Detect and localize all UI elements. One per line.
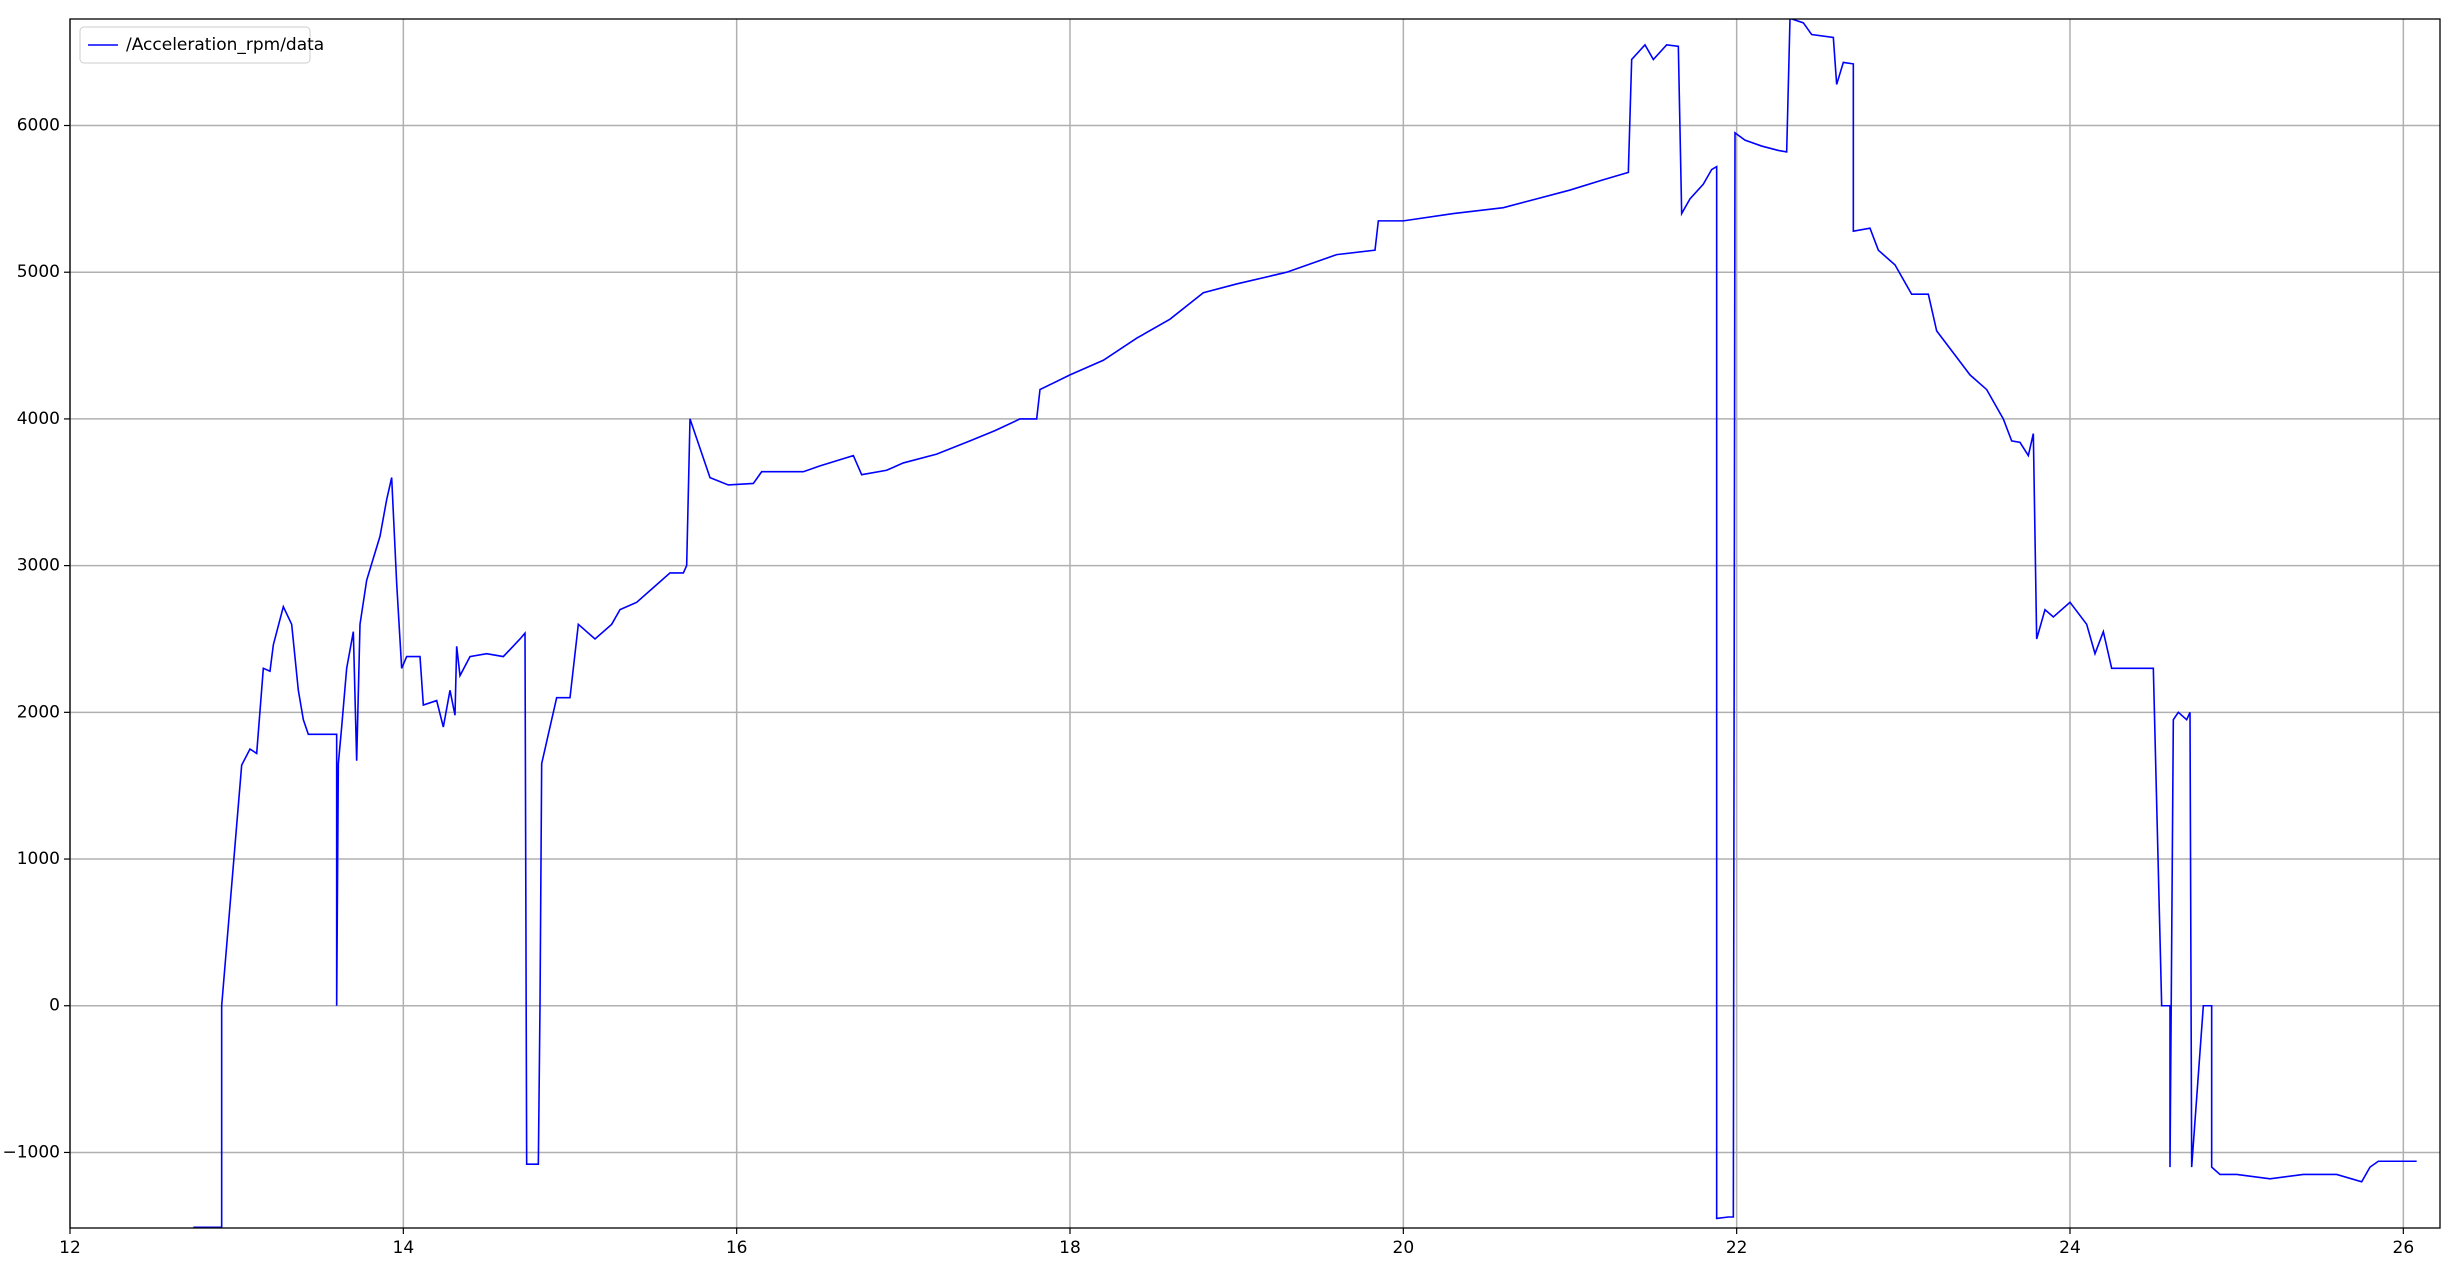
- y-tick-label: −1000: [2, 1142, 60, 1162]
- legend-label: /Acceleration_rpm/data: [126, 35, 324, 55]
- y-tick-label: 1000: [17, 849, 60, 869]
- y-tick-label: 6000: [17, 116, 60, 136]
- y-tick-label: 3000: [17, 556, 60, 576]
- legend: /Acceleration_rpm/data: [79, 26, 324, 64]
- x-tick-label: 18: [1059, 1238, 1081, 1258]
- x-tick-label: 14: [393, 1238, 415, 1258]
- x-tick-label: 20: [1393, 1238, 1415, 1258]
- y-tick-label: 2000: [17, 702, 60, 722]
- x-tick-label: 26: [2393, 1238, 2415, 1258]
- legend-box: [79, 26, 311, 64]
- x-tick-label: 16: [726, 1238, 748, 1258]
- y-tick-label: 0: [49, 996, 60, 1016]
- x-tick-label: 22: [1726, 1238, 1748, 1258]
- x-tick-label: 24: [2059, 1238, 2081, 1258]
- x-tick-label: 12: [59, 1238, 81, 1258]
- data-line: [193, 19, 2417, 1228]
- plot-frame: [69, 18, 2441, 1229]
- y-tick-label: 5000: [17, 262, 60, 282]
- y-tick-label: 4000: [17, 409, 60, 429]
